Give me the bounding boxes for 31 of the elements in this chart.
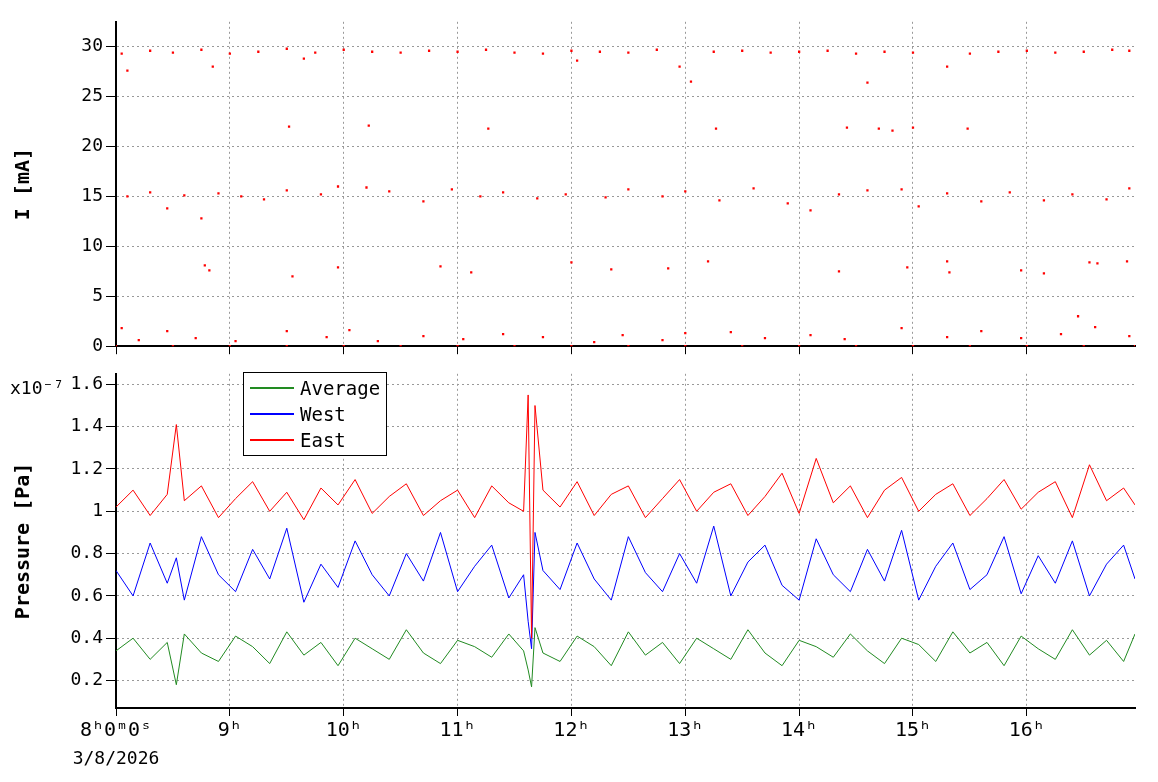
x-tick-label: 16ʰ — [1008, 717, 1045, 742]
y-axis-title: I [mA] — [10, 147, 35, 221]
y-tick-label: 1.2 — [70, 456, 103, 478]
y-tick-label: 0.8 — [70, 541, 103, 563]
y-tick-label: 0.2 — [70, 668, 103, 690]
x-tick-label: 12ʰ — [553, 717, 590, 742]
y-tick-label: 0.6 — [70, 583, 103, 605]
x-tick-label: 11ʰ — [439, 717, 476, 742]
y-tick-label: 1 — [92, 498, 103, 520]
y-tick-label: 10 — [81, 234, 103, 256]
legend-label: East — [300, 429, 346, 451]
y-tick-label: 15 — [81, 184, 103, 206]
y-tick-label: 1.6 — [70, 372, 103, 394]
text: x10⁻⁷ — [10, 376, 65, 398]
x-tick-label: 10ʰ — [325, 717, 362, 742]
x-tick-label: 14ʰ — [781, 717, 818, 742]
y-tick-label: 20 — [81, 134, 103, 156]
y-axis-title: Pressure [Pa] — [10, 462, 35, 620]
x-tick-label: 13ʰ — [667, 717, 704, 742]
x-tick-label: 8ʰ0ᵐ0ˢ — [79, 717, 153, 742]
y-tick-label: 1.4 — [70, 414, 103, 436]
text: 3/8/2026 — [72, 747, 160, 768]
x-tick-label: 15ʰ — [894, 717, 932, 742]
legend-label: West — [300, 403, 346, 425]
y-tick-label: 30 — [81, 34, 103, 56]
legend-label: Average — [300, 377, 381, 399]
y-tick-label: 25 — [81, 84, 103, 106]
x-tick-label: 9ʰ — [217, 717, 242, 742]
y-tick-label: 0.4 — [70, 625, 103, 647]
y-tick-label: 0 — [92, 333, 103, 355]
y-tick-label: 5 — [92, 283, 103, 305]
